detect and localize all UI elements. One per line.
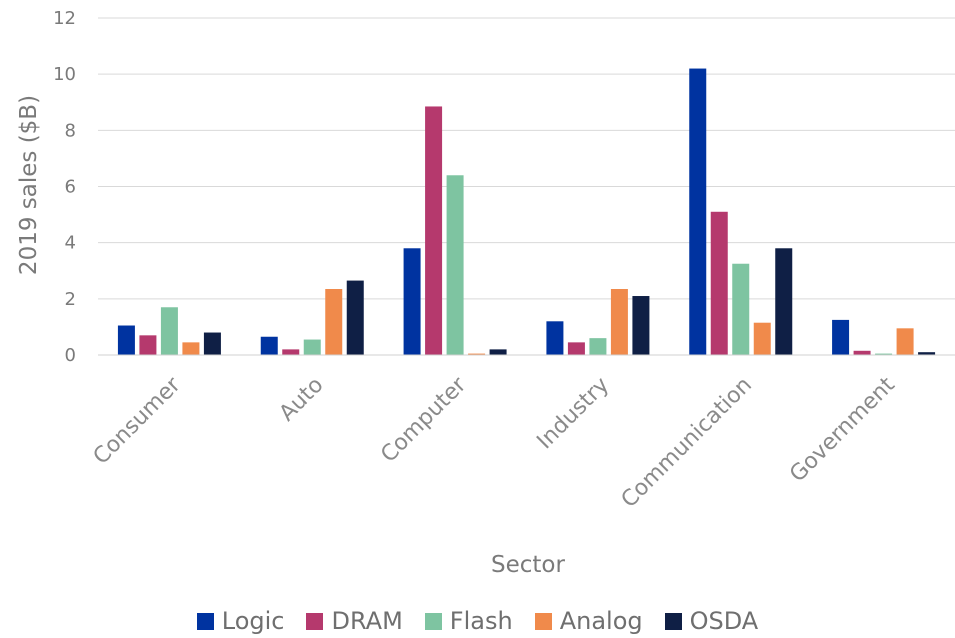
bar-analog-communication	[753, 322, 771, 355]
y-tick-label: 2	[65, 289, 76, 310]
bar-flash-computer	[446, 175, 464, 355]
bar-dram-government	[853, 350, 871, 355]
legend-swatch	[424, 612, 442, 630]
y-tick-label: 0	[65, 345, 76, 366]
legend-label: DRAM	[331, 607, 403, 635]
bar-logic-computer	[403, 248, 421, 355]
bar-analog-auto	[325, 289, 343, 355]
legend-item-dram: DRAM	[306, 607, 403, 635]
legend-label: Logic	[221, 607, 285, 635]
y-tick-label: 6	[65, 177, 76, 198]
bar-osda-auto	[346, 280, 364, 355]
bar-flash-government	[875, 353, 893, 355]
bar-flash-auto	[303, 339, 321, 355]
bar-flash-industry	[589, 338, 607, 355]
bar-logic-auto	[260, 336, 278, 355]
bar-osda-communication	[775, 248, 793, 355]
bar-analog-computer	[468, 353, 486, 355]
y-tick-label: 8	[65, 120, 76, 141]
x-tick-label: Communication	[617, 373, 757, 513]
bar-logic-consumer	[117, 325, 135, 355]
gridlines	[98, 17, 955, 300]
bar-dram-computer	[425, 106, 443, 356]
legend-swatch	[664, 612, 682, 630]
x-tick-label: Government	[785, 372, 900, 487]
x-tick-label: Consumer	[89, 372, 187, 470]
bar-logic-communication	[689, 68, 707, 356]
bar-dram-auto	[282, 349, 300, 355]
bar-analog-consumer	[182, 342, 200, 355]
bar-logic-government	[832, 319, 850, 355]
bar-dram-consumer	[139, 335, 157, 355]
bar-osda-government	[918, 352, 936, 355]
y-tick-labels: 0 2 4 6 8 10 12	[53, 8, 76, 366]
bar-dram-communication	[710, 211, 728, 355]
bar-logic-industry	[546, 321, 564, 355]
x-tick-labels: Consumer Auto Computer Industry Communicatio…	[89, 372, 900, 513]
y-tick-label: 12	[53, 8, 76, 29]
legend-swatch	[306, 612, 324, 630]
y-tick-label: 10	[53, 64, 76, 85]
bar-osda-consumer	[203, 332, 221, 355]
x-tick-label: Computer	[376, 372, 472, 468]
bar-analog-government	[896, 328, 914, 355]
bar-flash-communication	[732, 263, 750, 355]
bar-osda-computer	[489, 349, 507, 355]
x-axis-title: Sector	[491, 552, 565, 578]
bars	[117, 68, 936, 356]
legend-item-analog: Analog	[534, 607, 643, 635]
bar-flash-consumer	[160, 307, 178, 355]
y-tick-label: 4	[65, 233, 76, 254]
y-axis-title: 2019 sales ($B)	[16, 95, 42, 275]
legend-label: Flash	[449, 607, 513, 635]
legend-label: OSDA	[689, 607, 759, 635]
bar-analog-industry	[610, 289, 628, 355]
legend-label: Analog	[559, 607, 643, 635]
x-tick-label: Auto	[275, 373, 329, 427]
legend-swatch	[534, 612, 552, 630]
legend: Logic DRAM Flash Analog OSDA	[0, 604, 955, 638]
x-tick-label: Industry	[532, 373, 614, 455]
legend-item-flash: Flash	[424, 607, 513, 635]
bar-dram-industry	[567, 342, 585, 355]
legend-item-osda: OSDA	[664, 607, 759, 635]
legend-item-logic: Logic	[196, 607, 285, 635]
legend-swatch	[196, 612, 214, 630]
bar-osda-industry	[632, 296, 650, 355]
